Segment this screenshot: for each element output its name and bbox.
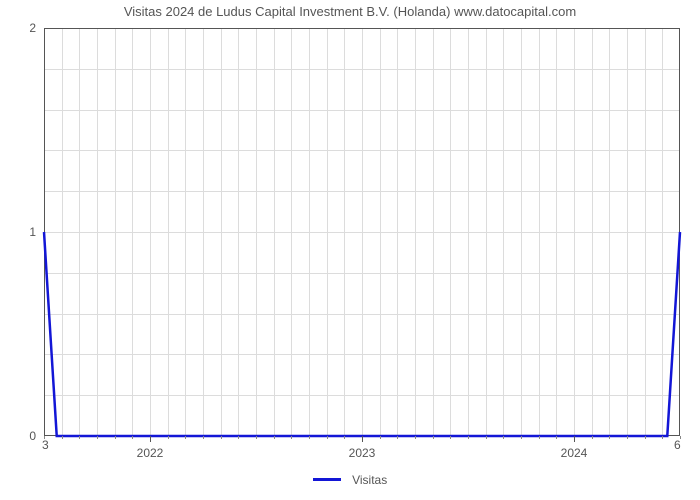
legend: Visitas [0, 472, 700, 487]
x-minor-tick [291, 436, 292, 439]
x-minor-tick [486, 436, 487, 439]
x-minor-tick [450, 436, 451, 439]
x-minor-tick [238, 436, 239, 439]
legend-label: Visitas [352, 473, 387, 487]
x-minor-tick [468, 436, 469, 439]
x-minor-tick [503, 436, 504, 439]
x-minor-tick [397, 436, 398, 439]
x-minor-tick [327, 436, 328, 439]
x-minor-tick [185, 436, 186, 439]
y-tick-label: 1 [29, 225, 36, 239]
x-minor-tick [97, 436, 98, 439]
x-minor-tick [274, 436, 275, 439]
x-minor-tick [592, 436, 593, 439]
data-line-layer [44, 28, 680, 436]
x-minor-tick [556, 436, 557, 439]
series-visitas-line [44, 232, 680, 436]
x-minor-tick [521, 436, 522, 439]
x-major-tick [362, 436, 363, 442]
x-tick-label: 2023 [349, 446, 376, 460]
x-minor-tick [132, 436, 133, 439]
x-minor-tick [380, 436, 381, 439]
x-minor-tick [415, 436, 416, 439]
legend-swatch [313, 478, 341, 481]
x-minor-tick [203, 436, 204, 439]
x-minor-tick [539, 436, 540, 439]
x-minor-tick [221, 436, 222, 439]
chart-container: Visitas 2024 de Ludus Capital Investment… [0, 0, 700, 500]
x-minor-tick [609, 436, 610, 439]
y-tick-label: 0 [29, 429, 36, 443]
x-minor-tick [627, 436, 628, 439]
x-minor-tick [344, 436, 345, 439]
x-tick-label: 2024 [561, 446, 588, 460]
x-minor-tick [62, 436, 63, 439]
x-minor-tick [309, 436, 310, 439]
plot-area [44, 28, 680, 436]
x-end-label-left: 3 [42, 438, 49, 452]
x-minor-tick [433, 436, 434, 439]
x-minor-tick [79, 436, 80, 439]
y-tick-label: 2 [29, 21, 36, 35]
x-tick-label: 2022 [137, 446, 164, 460]
x-end-label-right: 6 [674, 438, 681, 452]
x-minor-tick [115, 436, 116, 439]
x-major-tick [574, 436, 575, 442]
x-minor-tick [645, 436, 646, 439]
chart-title: Visitas 2024 de Ludus Capital Investment… [0, 4, 700, 19]
x-major-tick [150, 436, 151, 442]
x-minor-tick [662, 436, 663, 439]
x-minor-tick [256, 436, 257, 439]
x-minor-tick [168, 436, 169, 439]
